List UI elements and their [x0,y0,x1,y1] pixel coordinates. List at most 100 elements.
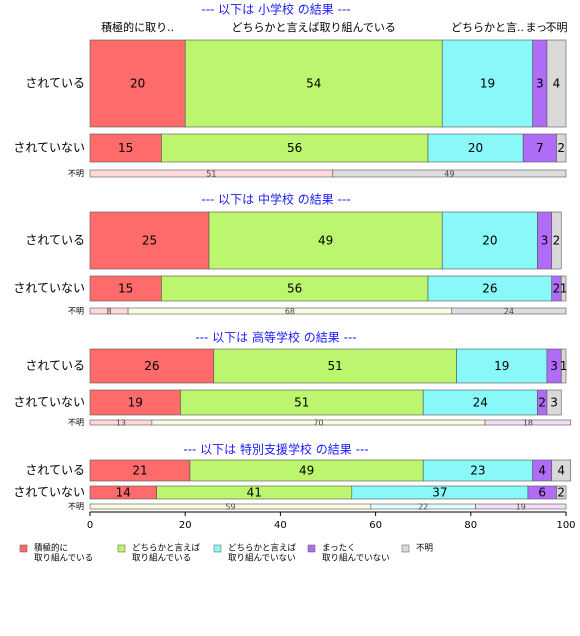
row-label: 不明 [68,307,84,316]
row-label: されていない [13,395,85,409]
row-label: されている [25,463,85,477]
value-label: 1 [560,359,568,373]
bar-segment [89,39,186,128]
value-label: 54 [306,77,321,91]
value-label: 59 [225,503,235,512]
value-label: 19 [480,77,495,91]
bar-segment [484,419,572,426]
bar-segment [556,133,567,163]
panel-title: --- 以下は 小学校 の結果 --- [201,2,350,17]
value-label: 37 [432,486,447,500]
bar-segment [161,275,429,302]
legend-label: まったく [322,544,356,554]
bar-segment [475,503,567,510]
header-label: 積極的に取り.. [101,20,174,34]
bar-segment [551,459,572,482]
row-label: 不明 [68,169,84,178]
x-tick-label: 80 [464,520,477,531]
bar-segment [456,348,548,384]
legend-swatch [401,544,410,553]
bar-segment [184,39,443,128]
bar-segment [208,211,443,270]
bar-segment [551,211,562,270]
value-label: 19 [516,503,526,512]
value-label: 6 [538,486,546,500]
value-label: 18 [523,419,533,428]
row-label: 不明 [68,418,84,427]
value-label: 20 [468,141,483,155]
value-label: 4 [538,464,546,478]
row-label: されている [25,233,85,247]
bar-segment [522,133,557,163]
bar-segment [451,307,567,315]
x-tick-label: 20 [179,520,192,531]
bar-segment [161,133,429,163]
value-label: 13 [116,419,126,428]
row-label: されている [25,76,85,90]
legend-label: 不明 [416,544,433,554]
legend-swatch [117,544,126,553]
legend-label: 積極的に [34,543,68,554]
value-label: 2 [538,396,546,410]
value-label: 2 [557,141,565,155]
x-tick-label: 40 [274,520,287,531]
legend-label: 取り組んでいる [34,553,93,564]
value-label: 49 [299,464,314,478]
header-label: 不明 [545,21,567,34]
value-label: 1 [560,282,568,296]
value-label: 25 [142,234,157,248]
value-label: 2 [553,234,561,248]
bar-segment [89,348,215,384]
bar-segment [546,39,567,128]
value-label: 19 [128,396,143,410]
x-tick-label: 100 [556,520,575,531]
value-label: 3 [550,396,558,410]
value-label: 49 [444,170,454,179]
legend-label: どちらかと言えば [228,543,297,554]
value-label: 49 [318,234,333,248]
header-label: どちらかと言えば取り組んでいる [231,21,395,34]
value-label: 26 [482,282,497,296]
row-label: されていない [13,281,85,295]
value-label: 4 [557,464,565,478]
header-label: どちらかと言.. [451,21,524,34]
bar-segment [89,389,181,416]
value-label: 20 [130,77,145,91]
legend-swatch [19,544,28,553]
bar-segment [332,169,567,178]
bar-segment [89,133,162,163]
header-label: まっ.. [526,21,555,34]
legend-label: 取り組んでいる [132,553,191,564]
value-label: 56 [287,282,302,296]
value-label: 51 [294,396,309,410]
value-label: 22 [418,503,428,512]
legend-label: どちらかと言えば [132,543,201,554]
bar-segment [556,485,567,500]
row-label: されていない [13,485,85,499]
value-label: 2 [553,282,561,296]
value-label: 23 [470,464,485,478]
value-label: 3 [536,77,544,91]
x-tick-label: 0 [87,520,93,531]
value-label: 15 [118,141,133,155]
legend-label: 取り組んでいない [228,553,296,564]
row-label: されていない [13,141,85,155]
value-label: 20 [482,234,497,248]
bar-segment [89,211,210,270]
bar-segment [427,275,553,302]
panel-title: --- 以下は 高等学校 の結果 --- [195,330,356,345]
value-label: 21 [132,464,147,478]
value-label: 68 [285,307,295,316]
value-label: 24 [504,307,514,316]
value-label: 51 [327,359,342,373]
bar-segment [560,275,567,302]
value-label: 41 [247,486,262,500]
panel-title: --- 以下は 特別支援学校 の結果 --- [183,442,368,457]
bar-segment [441,211,538,270]
value-label: 19 [494,359,509,373]
legend-label: 取り組んでいない [322,553,390,564]
row-label: されている [25,359,85,373]
bar-segment [180,389,424,416]
bar-segment [213,348,457,384]
